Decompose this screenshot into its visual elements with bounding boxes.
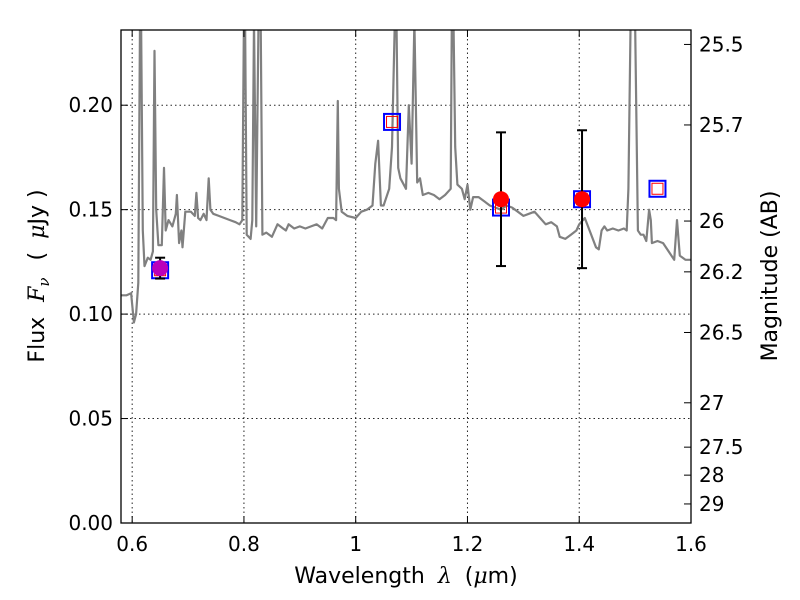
x-tick-label: 1.4 <box>563 532 595 556</box>
x-tick-label: 0.8 <box>228 532 260 556</box>
x-axis-label: Wavelength λ (μm) <box>294 564 517 589</box>
y-tick-label: 0.00 <box>68 511 113 535</box>
synthetic-square-inner <box>386 115 399 128</box>
x-tick-label: 0.6 <box>116 532 148 556</box>
observed-point-2 <box>574 129 591 270</box>
y-axis: 0.00 0.05 0.10 0.15 0.20 <box>68 93 128 535</box>
y-tick-label: 0.20 <box>68 93 113 117</box>
observed-photometry-markers <box>152 129 591 280</box>
y-axis-label: Flux Fν ( μJy ) <box>25 189 55 362</box>
magnitude-tick-label: 26.5 <box>699 320 744 344</box>
grid-lines <box>121 30 692 524</box>
magnitude-tick-label: 29 <box>699 492 724 516</box>
observed-point-0 <box>152 256 169 280</box>
synthetic-square-inner <box>651 182 664 195</box>
synthetic-square-outer <box>648 179 667 198</box>
magnitude-tick-label: 27 <box>699 391 724 415</box>
y-tick-label: 0.05 <box>68 407 113 431</box>
synthetic-square-outer <box>383 112 402 131</box>
magnitude-axis-label: Magnitude (AB) <box>758 191 783 362</box>
model-spectrum-line <box>121 30 691 324</box>
x-axis: 0.6 0.8 1 1.2 1.4 1.6 <box>116 30 707 556</box>
magnitude-tick-label: 28 <box>699 463 724 487</box>
synthetic-point-4 <box>648 179 667 198</box>
magnitude-tick-label: 26 <box>699 209 724 233</box>
observed-point-1 <box>493 131 509 268</box>
observed-point-marker <box>152 260 169 277</box>
magnitude-axis: 25.5 25.7 26 26.2 26.5 27 27.5 28 29 <box>684 32 744 516</box>
y-tick-label: 0.10 <box>68 302 113 326</box>
plot-frame <box>120 29 692 524</box>
x-tick-label: 1 <box>349 532 362 556</box>
magnitude-tick-label: 26.2 <box>699 260 744 284</box>
x-tick-label: 1.2 <box>452 532 484 556</box>
observed-point-marker <box>574 191 591 208</box>
synthetic-point-1 <box>383 112 402 131</box>
y-tick-label: 0.15 <box>68 198 113 222</box>
x-tick-label: 1.6 <box>675 532 707 556</box>
magnitude-tick-label: 27.5 <box>699 435 744 459</box>
magnitude-tick-label: 25.7 <box>699 113 744 137</box>
magnitude-tick-label: 25.5 <box>699 32 744 56</box>
observed-point-marker <box>493 191 509 208</box>
